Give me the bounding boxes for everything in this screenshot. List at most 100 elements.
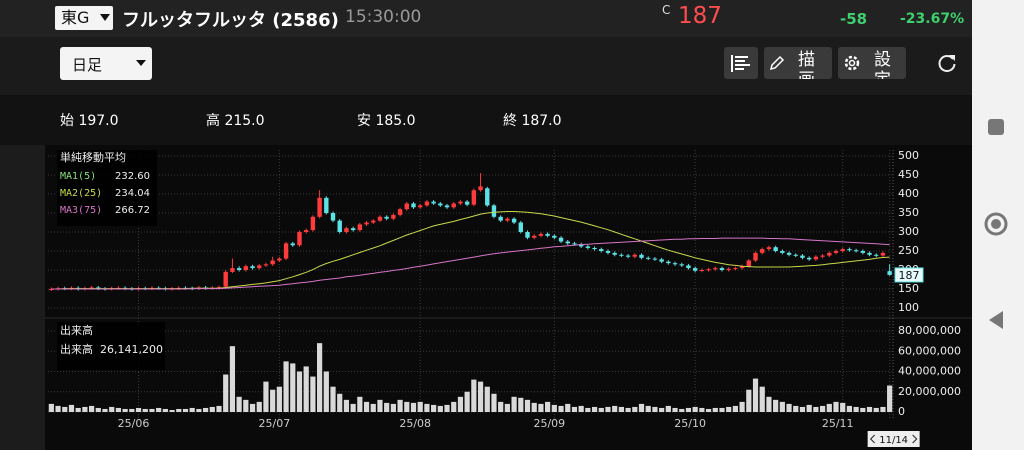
volume-bar — [62, 406, 68, 412]
x-tick-label: 25/11 — [822, 417, 854, 430]
volume-bar — [323, 371, 329, 412]
candle-body — [96, 287, 101, 289]
volume-bar — [343, 399, 350, 412]
candle-body — [793, 254, 798, 256]
candle-body — [632, 254, 638, 257]
candle-body — [713, 268, 718, 270]
home-button[interactable] — [984, 212, 1008, 236]
volume-bar — [571, 406, 578, 412]
price-marker — [894, 267, 924, 283]
candle-body — [290, 243, 295, 246]
volume-bar — [182, 408, 189, 412]
list-icon — [731, 55, 750, 72]
y-tick-label: 350 — [898, 206, 919, 219]
volume-bar — [350, 403, 356, 412]
volume-bar — [739, 401, 745, 412]
refresh-button[interactable] — [936, 52, 958, 74]
volume-bar — [558, 405, 564, 412]
change: -58 — [840, 10, 868, 28]
candle-body — [833, 251, 839, 253]
candle-body — [726, 268, 731, 270]
candle-body — [619, 254, 624, 256]
candle-body — [820, 255, 825, 257]
candle-body — [706, 269, 711, 271]
volume-bar — [679, 408, 685, 412]
candle-body — [733, 268, 738, 270]
candle-body — [867, 252, 872, 255]
volume-bar — [404, 401, 410, 412]
legend-name: MA1(5) — [60, 171, 96, 182]
market-select[interactable]: 東G — [55, 6, 113, 30]
candle-body — [652, 258, 658, 260]
nav-bar — [972, 0, 1024, 450]
y-tick-label: 250 — [898, 244, 919, 257]
candle-body — [471, 190, 477, 205]
candle-body — [364, 222, 369, 225]
volume-bar — [565, 403, 571, 412]
volume-bar — [464, 391, 470, 412]
candle-body — [625, 255, 631, 257]
volume-bar — [632, 406, 638, 412]
candle-body — [766, 247, 772, 250]
volume-bar — [518, 397, 524, 412]
legend-value: 234.04 — [115, 188, 150, 199]
volume-bar — [491, 393, 497, 412]
price-marker-label: 187 — [899, 269, 920, 282]
volume-bar — [692, 406, 698, 412]
candle-body — [827, 252, 832, 256]
candle-body — [847, 249, 852, 251]
draw-button[interactable]: 描画 — [764, 47, 832, 79]
volume-bar — [719, 407, 725, 412]
chart-bg — [45, 145, 972, 450]
ohlc-open: 始 197.0 — [60, 110, 119, 130]
volume-bar — [853, 406, 859, 412]
volume-bar — [377, 399, 383, 412]
candle-body — [371, 220, 376, 223]
value: 187.0 — [521, 113, 562, 129]
candle-body — [491, 205, 497, 217]
candle-body — [511, 218, 517, 223]
settings-button[interactable]: 設定 — [838, 47, 906, 79]
volume-bar — [618, 406, 624, 412]
back-button[interactable] — [989, 311, 1003, 329]
candle-body — [853, 250, 859, 252]
change-pct: -23.67% — [900, 11, 965, 27]
stock-name: フルッタフルッタ (2586) — [122, 10, 339, 31]
cursor-date: 11/14 — [879, 435, 908, 446]
volume-bar — [578, 405, 584, 412]
candle-body — [719, 268, 725, 270]
candle-body — [592, 247, 597, 250]
volume-bar — [68, 404, 75, 412]
volume-bar — [887, 385, 893, 412]
candle-body — [485, 188, 490, 206]
recent-button[interactable] — [988, 119, 1004, 135]
candle-body — [277, 258, 282, 261]
volume-cursor-name: 出来高 — [60, 342, 93, 356]
label: 終 — [503, 113, 517, 129]
candle-body — [303, 230, 309, 232]
value: 215.0 — [224, 113, 265, 129]
candle-body — [518, 222, 523, 232]
volume-bar — [256, 401, 262, 412]
volume-bar — [82, 406, 88, 412]
candle-body — [786, 252, 792, 255]
period-select[interactable]: 日足 — [60, 47, 152, 80]
dropdown-icon — [100, 14, 110, 21]
indicator-button[interactable] — [724, 47, 758, 79]
home-dot — [991, 219, 1001, 229]
volume-bar — [638, 403, 645, 412]
volume-bar — [504, 403, 510, 412]
candle-body — [324, 197, 329, 213]
candle-body — [760, 249, 765, 253]
volume-bar — [156, 407, 162, 412]
candle-body — [317, 197, 322, 217]
candle-body — [659, 259, 664, 262]
candle-body — [404, 203, 409, 210]
candle-body — [538, 233, 544, 236]
candle-body — [431, 201, 436, 204]
candle-body — [377, 216, 383, 221]
candle-body — [686, 265, 691, 269]
candle-body — [498, 216, 503, 221]
volume-title: 出来高 — [60, 323, 93, 337]
y-tick-label: 150 — [898, 282, 919, 295]
